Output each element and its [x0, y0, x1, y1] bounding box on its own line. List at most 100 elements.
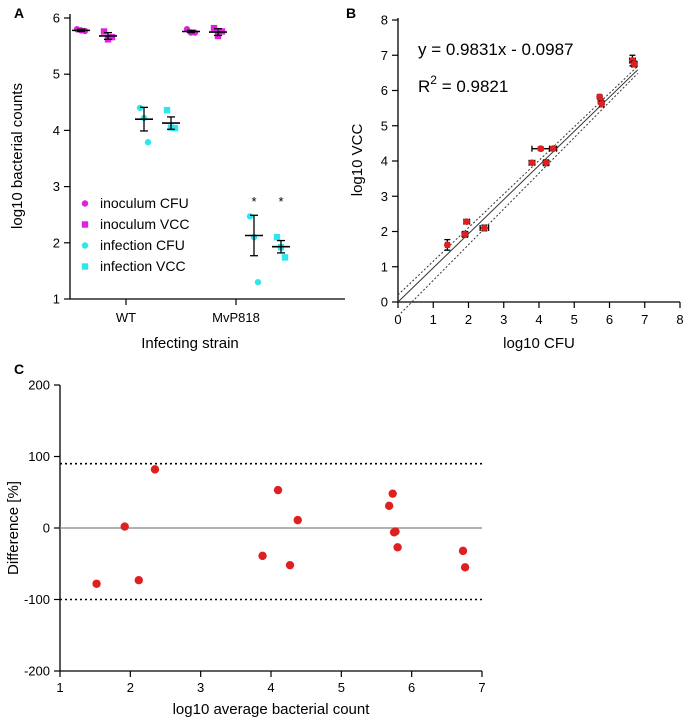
- panel-b-data-point: [537, 145, 545, 153]
- panel-a-y-tick-label: 2: [53, 235, 60, 250]
- panel-a-data-point: [100, 28, 108, 35]
- panel-b-x-tick-label: 6: [606, 312, 613, 327]
- panel-b-x-tick-label: 7: [641, 312, 648, 327]
- panel-a-x-tick-label: WT: [116, 310, 136, 325]
- panel-b-y-tick-label: 3: [381, 189, 388, 204]
- panel-c-x-tick-label: 6: [408, 680, 415, 695]
- panel-c-reference-lines: [60, 462, 482, 601]
- panel-b-equation: y = 0.9831x - 0.0987: [418, 40, 573, 59]
- panel-c-x-ticks: 1 2 3 4 5 6 7: [56, 671, 486, 695]
- panel-b-x-tick-label: 2: [465, 312, 472, 327]
- panel-a-y-tick-label: 6: [53, 11, 60, 26]
- panel-a-significance-star: *: [278, 194, 283, 209]
- panel-a-y-tick-label: 5: [53, 67, 60, 82]
- panel-c-y-tick-label: 200: [28, 378, 50, 393]
- legend-marker-square: [81, 263, 89, 270]
- panel-b-y-tick-label: 7: [381, 48, 388, 63]
- legend-marker-circle: [81, 242, 89, 249]
- panel-a-significance-star: *: [251, 194, 256, 209]
- panel-b-y-ticks: 0 1 2 3 4 5 6 7 8: [381, 13, 398, 310]
- panel-b-x-axis-label: log10 CFU: [503, 335, 575, 352]
- panel-b-x-ticks: 0 1 2 3 4 5 6 7 8: [394, 302, 684, 327]
- panel-b-r-squared: R2 = 0.9821: [418, 73, 508, 96]
- panel-c-data-point: [393, 543, 402, 552]
- panel-a-data-point: [281, 254, 289, 261]
- panel-b: B 0 1 2 3 4 5 6 7 8 0 1 2 3 4 5 6 7 8 y = 0.9831x - 0.09…: [346, 5, 684, 352]
- panel-c-x-tick-label: 3: [197, 680, 204, 695]
- panel-c-data-point: [391, 527, 400, 536]
- panel-c-y-axis-label: Difference [%]: [5, 481, 22, 575]
- panel-b-x-tick-label: 8: [676, 312, 683, 327]
- panel-b-y-tick-label: 1: [381, 259, 388, 274]
- r2-label: R: [418, 77, 430, 96]
- panel-c-data-point: [458, 546, 468, 556]
- panel-b-data-point: [461, 230, 469, 238]
- panel-b-regression: [397, 65, 639, 317]
- panel-a-data-point: [144, 139, 152, 146]
- r2-superscript: 2: [430, 73, 437, 87]
- panel-c-x-tick-label: 7: [478, 680, 485, 695]
- panel-b-y-tick-label: 6: [381, 83, 388, 98]
- panel-b-y-tick-label: 4: [381, 154, 388, 169]
- panel-b-x-tick-label: 4: [535, 312, 542, 327]
- panel-a-legend: inoculum CFU inoculum VCC infection CFU inf…: [81, 195, 189, 274]
- panel-b-y-tick-label: 8: [381, 13, 388, 28]
- panel-c-data-point: [460, 563, 470, 572]
- panel-b-data-point: [443, 241, 451, 249]
- panel-b-y-axis-label: log10 VCC: [349, 124, 366, 197]
- panel-c-x-tick-label: 5: [338, 680, 345, 695]
- panel-a-y-tick-label: 3: [53, 179, 60, 194]
- panel-b-data-point: [480, 224, 488, 232]
- panel-c-data-point: [134, 575, 143, 585]
- panel-a-y-ticks: 1 2 3 4 5 6: [53, 11, 70, 307]
- panel-c-x-axis-label: log10 average bacterial count: [173, 701, 371, 718]
- panel-c-y-ticks: -200 -100 0 100 200: [24, 378, 60, 679]
- panel-a-letter: A: [14, 5, 24, 21]
- panel-a: A 1 2 3 4 5 6 WT MvP818 inoculum CFU inoculum V…: [9, 5, 345, 352]
- legend-label: inoculum CFU: [100, 195, 189, 211]
- legend-label: infection CFU: [100, 237, 185, 253]
- panel-a-data-point: [254, 278, 262, 286]
- legend-label: infection VCC: [100, 258, 186, 274]
- legend-label: inoculum VCC: [100, 216, 189, 232]
- panel-c-data-point: [384, 501, 394, 511]
- panel-c-letter: C: [14, 361, 24, 377]
- panel-b-data-point: [463, 218, 471, 226]
- confidence-band-line: [397, 65, 639, 296]
- panel-b-data-point: [549, 145, 557, 153]
- panel-a-x-tick-label: MvP818: [212, 310, 260, 325]
- panel-a-data-point: [163, 106, 171, 114]
- panel-a-y-tick-label: 4: [53, 123, 60, 138]
- panel-c-y-tick-label: 100: [28, 449, 50, 464]
- panel-a-x-axis-label: Infecting strain: [141, 335, 239, 352]
- legend-marker-circle: [81, 200, 89, 207]
- panel-c-marks: [92, 465, 470, 588]
- panel-b-x-tick-label: 1: [430, 312, 437, 327]
- panel-b-x-tick-label: 3: [500, 312, 507, 327]
- panel-b-data-point: [630, 60, 638, 68]
- panel-b-letter: B: [346, 5, 356, 21]
- panel-c-y-tick-label: 0: [43, 521, 50, 536]
- panel-b-y-tick-label: 0: [381, 295, 388, 310]
- panel-b-data-point: [542, 159, 550, 167]
- panel-b-data-point: [598, 100, 606, 108]
- panel-c-x-tick-label: 4: [267, 680, 274, 695]
- panel-b-y-tick-label: 5: [381, 118, 388, 133]
- panel-a-x-ticks: WT MvP818: [116, 299, 260, 325]
- panel-c-data-point: [258, 551, 267, 561]
- panel-a-data-point: [171, 124, 179, 132]
- panel-c-x-tick-label: 2: [127, 680, 134, 695]
- panel-c-data-point: [293, 515, 302, 525]
- panel-a-data-point: [108, 33, 116, 41]
- panel-b-data-point: [528, 159, 536, 167]
- panel-c-y-tick-label: -100: [24, 592, 50, 607]
- panel-c-data-point: [273, 485, 283, 495]
- panel-c-data-point: [150, 465, 160, 474]
- panel-a-data-point: [273, 233, 281, 241]
- panel-c: C -200 -100 0 100 200 1 2 3 4 5 6 7 log10 average …: [5, 361, 486, 718]
- panel-c-data-point: [92, 579, 101, 588]
- panel-b-marks: [443, 54, 638, 251]
- panel-b-x-tick-label: 0: [394, 312, 401, 327]
- r2-value: = 0.9821: [437, 77, 508, 96]
